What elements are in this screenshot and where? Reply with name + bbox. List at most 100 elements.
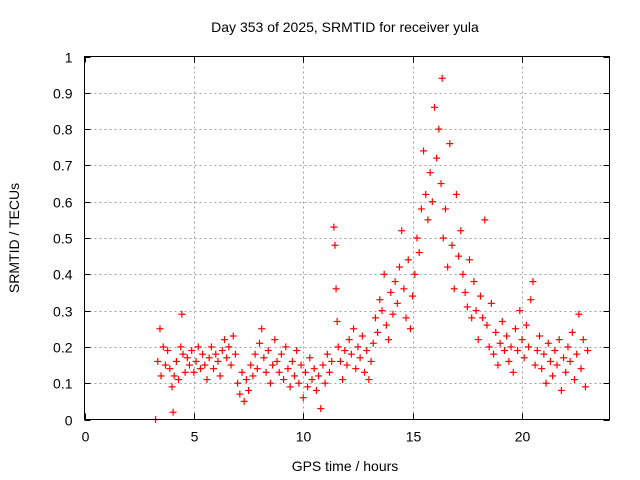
data-point	[466, 256, 473, 264]
data-point	[566, 357, 574, 365]
data-point	[409, 292, 417, 300]
data-point	[398, 227, 406, 235]
data-point	[179, 350, 187, 358]
data-point	[205, 354, 213, 362]
data-point	[310, 365, 318, 373]
data-point	[546, 357, 554, 365]
data-point	[169, 408, 177, 416]
data-point	[507, 343, 515, 351]
data-point	[194, 343, 202, 351]
data-point	[347, 350, 355, 358]
data-point	[236, 390, 244, 398]
data-point	[439, 234, 447, 242]
data-point	[266, 379, 274, 387]
data-point	[533, 347, 541, 355]
data-point	[330, 223, 338, 231]
data-point	[553, 361, 561, 369]
data-point	[463, 303, 471, 311]
data-point	[538, 365, 546, 373]
data-point	[544, 339, 552, 347]
data-point	[441, 205, 449, 213]
data-point	[328, 357, 336, 365]
data-point	[345, 336, 353, 344]
data-point	[203, 376, 211, 384]
data-point	[573, 350, 581, 358]
data-point	[234, 379, 242, 387]
data-point	[529, 278, 537, 286]
data-point	[444, 263, 452, 271]
data-point	[253, 365, 261, 373]
data-point	[428, 198, 436, 206]
y-tick-label: 1	[65, 50, 73, 66]
y-tick-label: 0.1	[53, 376, 73, 392]
data-point	[323, 350, 331, 358]
data-point	[247, 361, 255, 369]
data-point	[188, 347, 196, 355]
data-point	[156, 325, 164, 333]
data-point	[481, 216, 489, 224]
data-point	[332, 285, 340, 293]
data-point	[210, 365, 218, 373]
data-point	[312, 386, 320, 394]
data-point	[229, 332, 237, 340]
data-point	[245, 386, 253, 394]
data-point	[352, 365, 360, 373]
data-point	[402, 314, 410, 322]
y-tick-label: 0.2	[53, 340, 73, 356]
data-point	[280, 376, 288, 384]
data-point	[518, 336, 526, 344]
data-point	[542, 379, 550, 387]
data-point	[564, 343, 572, 351]
data-point	[218, 347, 226, 355]
data-point	[181, 368, 189, 376]
data-point	[225, 343, 233, 351]
data-point	[354, 343, 362, 351]
data-point	[555, 336, 563, 344]
data-point	[350, 325, 358, 333]
data-point	[577, 365, 585, 373]
data-point	[341, 347, 349, 355]
data-point	[286, 383, 294, 391]
data-point	[301, 368, 309, 376]
data-point	[380, 270, 388, 278]
data-point	[431, 103, 438, 111]
x-tick-label: 5	[191, 429, 199, 445]
data-point	[291, 372, 298, 380]
data-point	[170, 372, 178, 380]
data-point	[249, 372, 257, 380]
data-point	[273, 357, 281, 365]
data-point	[470, 278, 478, 286]
data-point	[190, 368, 198, 376]
data-point	[551, 347, 559, 355]
data-point	[474, 336, 482, 344]
data-point	[172, 357, 180, 365]
data-point	[258, 325, 266, 333]
data-point	[514, 347, 522, 355]
data-point	[306, 354, 314, 362]
data-point	[406, 325, 414, 333]
x-tick-label: 20	[515, 429, 531, 445]
data-point	[256, 339, 263, 347]
data-point	[393, 299, 401, 307]
data-point	[452, 190, 460, 198]
data-point	[216, 372, 224, 380]
data-point	[540, 350, 548, 358]
data-point	[304, 383, 312, 391]
data-point	[282, 343, 290, 351]
data-point	[207, 343, 215, 351]
data-point	[293, 347, 301, 355]
data-point	[571, 376, 578, 384]
data-point	[212, 350, 220, 358]
data-point	[374, 328, 382, 336]
data-point	[568, 328, 576, 336]
data-point	[424, 216, 432, 224]
data-point	[382, 321, 390, 329]
y-axis-label: SRMTID / TECUs	[6, 183, 22, 293]
data-point	[242, 376, 250, 384]
data-point	[264, 347, 272, 355]
data-point	[455, 252, 463, 260]
data-point	[505, 357, 513, 365]
data-point	[334, 343, 342, 351]
data-point	[269, 361, 277, 369]
data-point	[415, 249, 423, 257]
